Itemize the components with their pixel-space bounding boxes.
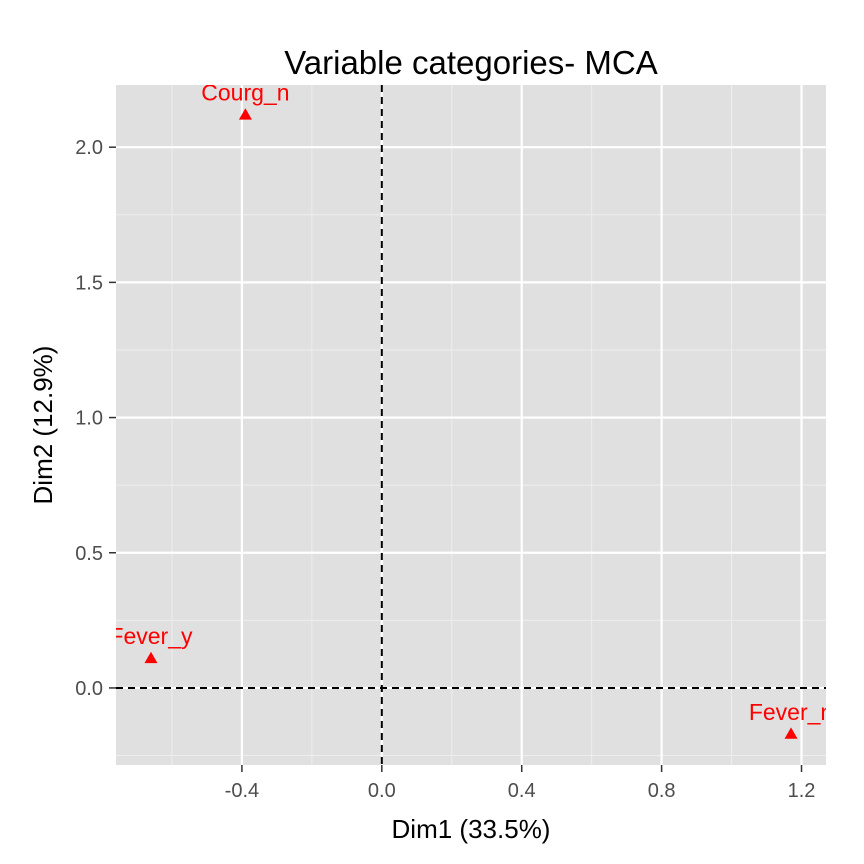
y-tick-label: 1.0 [75,408,103,430]
data-point-label: Fever_n [749,699,833,725]
reference-lines [116,85,826,765]
y-tick-label: 0.0 [75,678,103,700]
y-tick-label: 2.0 [75,137,103,159]
data-point-marker [144,651,158,664]
data-point-marker [238,108,252,120]
x-tick-label: 0.8 [648,780,676,802]
x-tick-label: 0.4 [508,780,536,802]
x-axis: -0.4 0.0 0.4 0.8 1.2 [225,765,816,802]
y-tick-label: 1.5 [75,272,103,294]
y-tick-label: 0.5 [75,543,103,565]
plot-panel [116,85,826,765]
x-tick-label: 1.2 [788,780,816,802]
chart-title: Variable categories- MCA [284,44,658,81]
data-point-marker [784,727,798,739]
x-axis-title: Dim1 (33.5%) [392,814,551,844]
data-point-label: Fever_y [109,623,193,649]
x-tick-label: 0.0 [368,780,396,802]
data-point-label: Courg_n [201,80,289,106]
y-axis-title: Dim2 (12.9%) [28,346,58,505]
y-axis: 0.0 0.5 1.0 1.5 2.0 [75,137,116,700]
minor-grid [116,85,826,765]
x-tick-label: -0.4 [225,780,259,802]
data-points: Courg_n Fever_y Fever_n [109,80,833,739]
